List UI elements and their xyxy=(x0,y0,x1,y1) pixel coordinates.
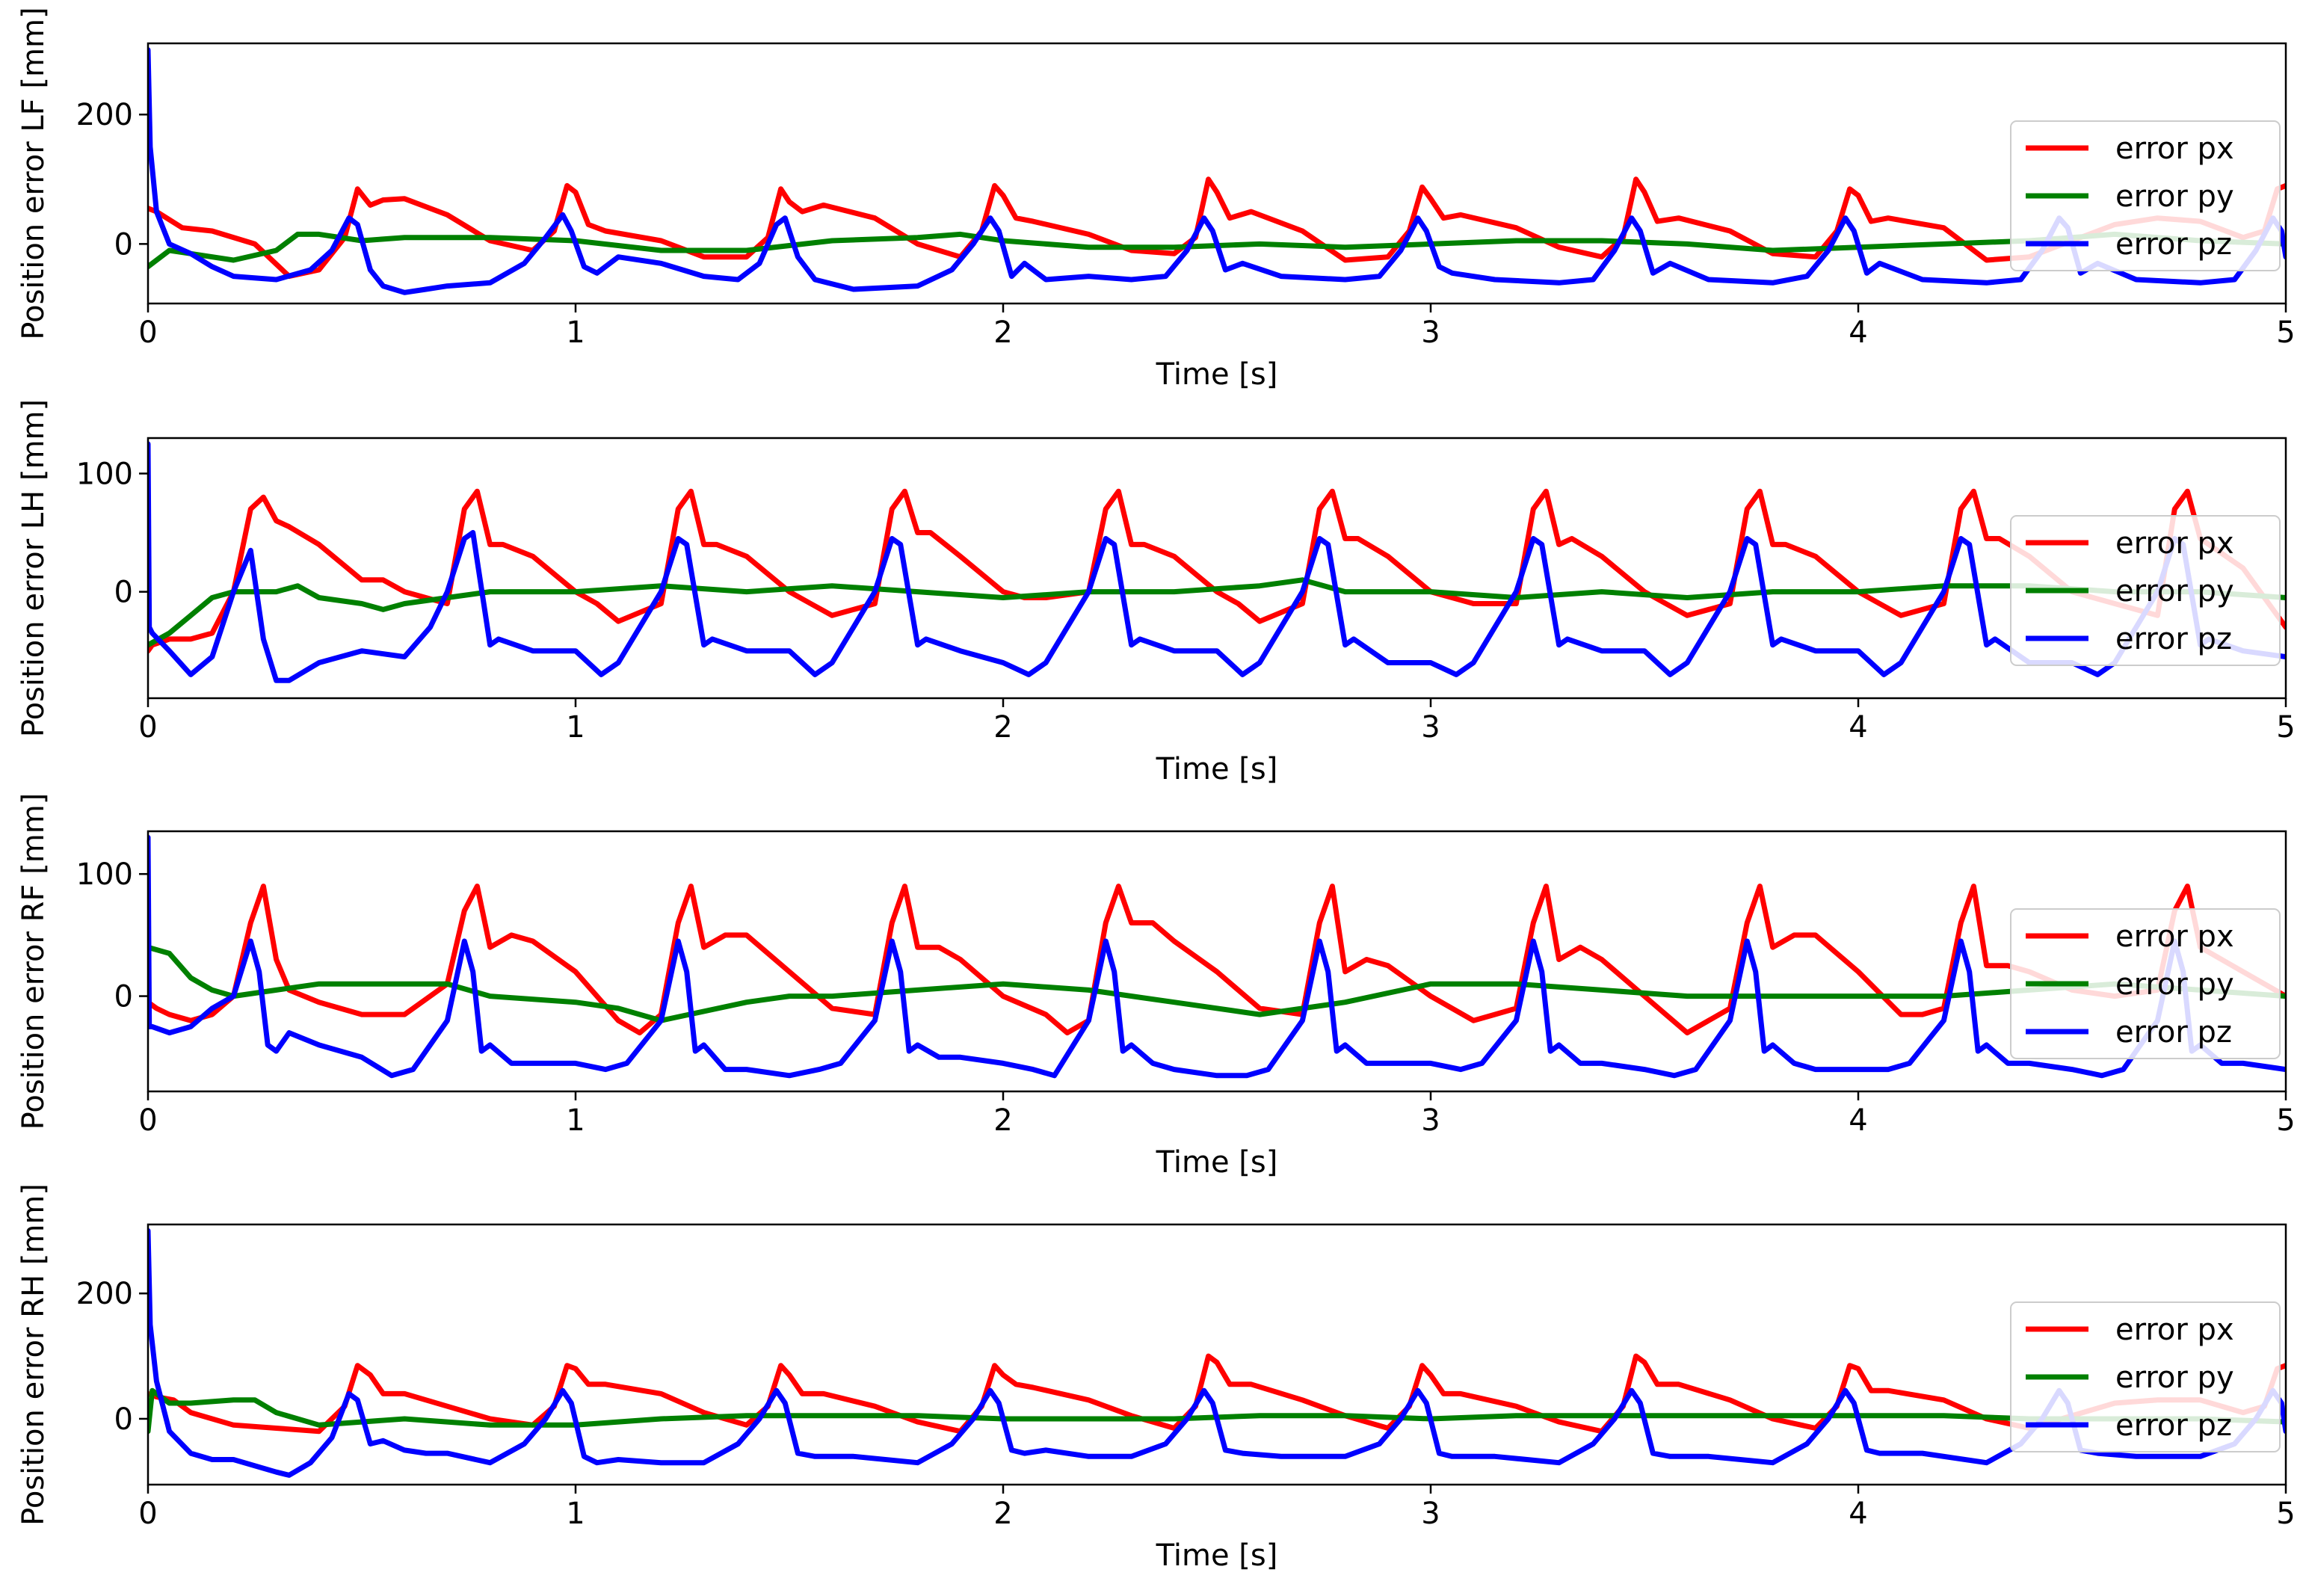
x-axis-label: Time [s] xyxy=(1156,1538,1278,1573)
x-tick-label: 1 xyxy=(566,710,585,745)
y-tick-label: 100 xyxy=(76,857,133,892)
x-tick-label: 2 xyxy=(993,1497,1012,1531)
legend: error px error py error pz xyxy=(2010,1301,2281,1452)
x-tick-label: 2 xyxy=(993,315,1012,350)
x-tick-label: 0 xyxy=(138,1497,157,1531)
y-tick-label: 200 xyxy=(76,1277,133,1311)
y-axis-label: Position error LH [mm] xyxy=(16,399,51,737)
x-tick-label: 5 xyxy=(2276,1103,2295,1138)
series-line-error-px xyxy=(148,488,2286,654)
x-tick-label: 4 xyxy=(1849,1103,1867,1138)
legend-label: error pz xyxy=(2115,1408,2232,1443)
subplot-2: 0 1 2 3 4 5 0 100 Time [s] Position error LH [mm]… xyxy=(16,399,2296,786)
y-tick-label: 0 xyxy=(114,227,133,262)
x-tick-label: 0 xyxy=(138,315,157,350)
series-line-error-px xyxy=(148,884,2286,1036)
y-tick-label: 0 xyxy=(114,576,133,610)
axes-frame xyxy=(147,437,2287,700)
x-tick-label: 3 xyxy=(1421,710,1440,745)
series-line-error-py xyxy=(148,944,2286,1023)
legend-box xyxy=(2010,515,2281,666)
x-tick-label: 5 xyxy=(2276,1497,2295,1531)
legend-label: error py xyxy=(2115,967,2234,1002)
x-tick-label: 0 xyxy=(138,1103,157,1138)
subplot-3: 0 1 2 3 4 5 0 100 Time [s] Position error RF [mm]… xyxy=(16,793,2296,1180)
x-tick-label: 3 xyxy=(1421,1497,1440,1531)
series-line-error-py xyxy=(148,1387,2286,1435)
y-tick-label: 0 xyxy=(114,980,133,1014)
series-group xyxy=(148,834,2286,1079)
x-axis-label: Time [s] xyxy=(1156,357,1278,392)
x-tick-label: 4 xyxy=(1849,315,1867,350)
x-tick-label: 5 xyxy=(2276,710,2295,745)
x-tick-label: 2 xyxy=(993,710,1012,745)
x-tick-label: 1 xyxy=(566,1497,585,1531)
series-line-error-py xyxy=(148,577,2286,648)
x-tick-label: 1 xyxy=(566,315,585,350)
legend: error px error py error pz xyxy=(2010,515,2281,666)
y-tick-label: 100 xyxy=(76,457,133,491)
legend-label: error py xyxy=(2115,179,2234,214)
legend-label: error px xyxy=(2115,919,2234,954)
x-tick-label: 4 xyxy=(1849,1497,1867,1531)
series-line-error-pz xyxy=(148,441,2286,683)
y-tick-label: 0 xyxy=(114,1402,133,1437)
axes-frame xyxy=(147,1223,2287,1486)
axes-frame xyxy=(147,42,2287,305)
series-group xyxy=(148,47,2286,295)
x-tick-label: 3 xyxy=(1421,1103,1440,1138)
series-line-error-pz xyxy=(148,834,2286,1079)
subplot-4: 0 1 2 3 4 5 0 200 Time [s] Position error RH [mm]… xyxy=(16,1183,2296,1573)
legend-box xyxy=(2010,120,2281,271)
legend-box xyxy=(2010,1301,2281,1452)
y-tick-label: 200 xyxy=(76,98,133,132)
x-tick-label: 1 xyxy=(566,1103,585,1138)
legend-box xyxy=(2010,908,2281,1059)
series-group xyxy=(148,441,2286,683)
y-axis-label: Position error RF [mm] xyxy=(16,793,51,1130)
series-line-error-pz xyxy=(148,47,2286,295)
legend-label: error pz xyxy=(2115,622,2232,656)
legend-label: error px xyxy=(2115,526,2234,561)
subplot-1: 0 1 2 3 4 5 0 200 Time [s] Position error LF [mm]… xyxy=(16,7,2296,392)
legend: error px error py error pz xyxy=(2010,120,2281,271)
legend: error px error py error pz xyxy=(2010,908,2281,1059)
y-axis-label: Position error RH [mm] xyxy=(16,1183,51,1526)
x-axis-label: Time [s] xyxy=(1156,1145,1278,1180)
legend-label: error py xyxy=(2115,1361,2234,1395)
x-tick-label: 2 xyxy=(993,1103,1012,1138)
legend-label: error py xyxy=(2115,574,2234,608)
x-tick-label: 5 xyxy=(2276,315,2295,350)
x-tick-label: 3 xyxy=(1421,315,1440,350)
x-axis-label: Time [s] xyxy=(1156,752,1278,786)
series-line-error-px xyxy=(148,176,2286,280)
legend-label: error px xyxy=(2115,1313,2234,1347)
series-group xyxy=(148,1227,2286,1478)
axes-frame xyxy=(147,830,2287,1093)
x-tick-label: 4 xyxy=(1849,710,1867,745)
series-line-error-pz xyxy=(148,1227,2286,1478)
legend-label: error px xyxy=(2115,132,2234,166)
legend-label: error pz xyxy=(2115,227,2232,262)
legend-label: error pz xyxy=(2115,1015,2232,1050)
y-axis-label: Position error LF [mm] xyxy=(16,7,51,339)
x-tick-label: 0 xyxy=(138,710,157,745)
